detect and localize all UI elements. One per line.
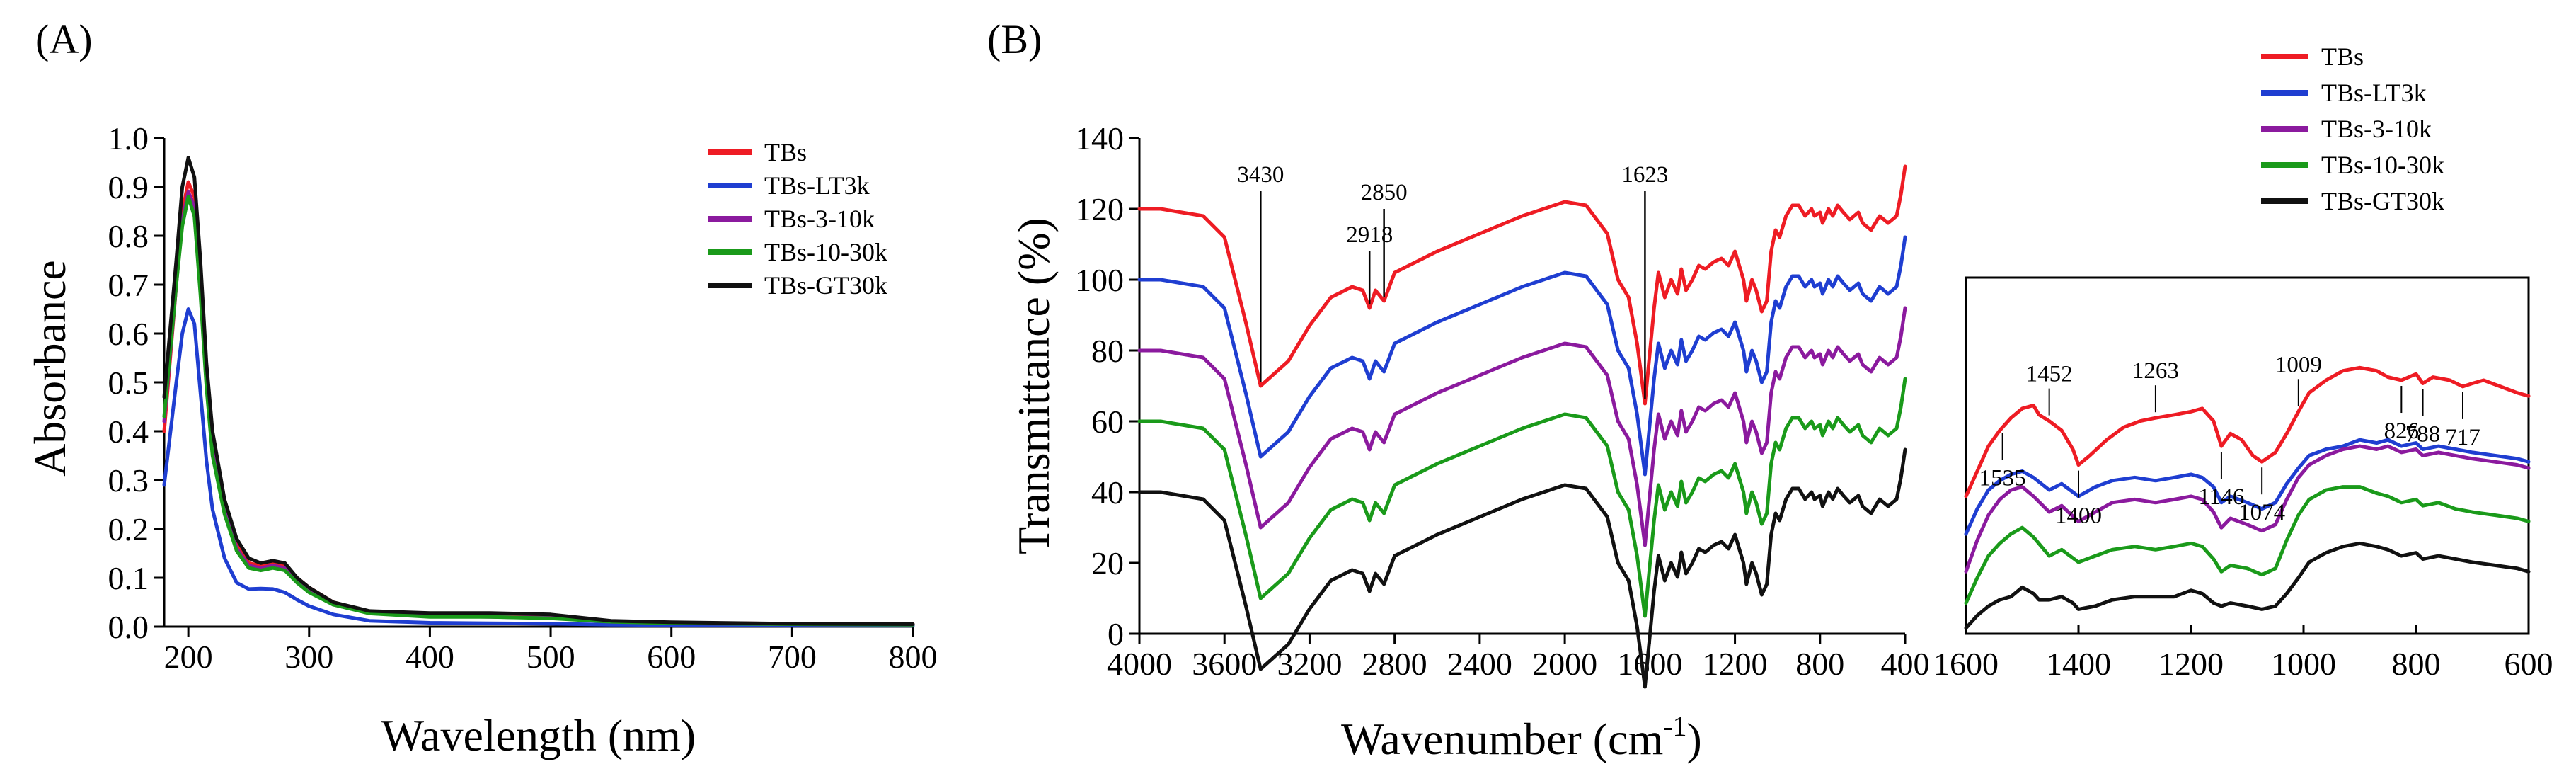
legend-a-label-3: TBs-10-30k — [764, 238, 887, 266]
b-xtick-label: 400 — [1881, 646, 1930, 682]
c-xtick-label: 1200 — [2158, 646, 2224, 682]
b-series-tbs-3-10k — [1137, 306, 1907, 547]
b-xtick-label: 3600 — [1192, 646, 1257, 682]
c-series-tbs-3-10k — [1964, 444, 2531, 574]
c-xtick-label: 1600 — [1933, 646, 1999, 682]
a-ytick-label: 0.6 — [108, 316, 149, 352]
axis-b-xlabel-sup: -1 — [1663, 710, 1686, 742]
c-annotation-label: 1400 — [2055, 503, 2102, 529]
ftir-inset-chart: 1600 1400 1200 1000 800 600 1535 1452 1400 1263 1… — [1933, 42, 2553, 682]
axis-a-xlabel: Wavelength (nm) — [381, 710, 696, 760]
legend-b-label-1: TBs-LT3k — [2321, 79, 2427, 107]
a-ytick-label: 0.0 — [108, 609, 149, 645]
legend-a-label-1: TBs-LT3k — [764, 171, 870, 200]
b-series-tbs — [1137, 164, 1907, 406]
axis-b-xlabel: Wavenumber (cm-1) — [1341, 710, 1702, 764]
a-ytick-label: 0.4 — [108, 414, 149, 450]
legend-a-label-4: TBs-GT30k — [764, 271, 887, 300]
a-ytick-label: 0.2 — [108, 511, 149, 547]
b-ytick-label: 60 — [1091, 404, 1124, 440]
a-ytick-label: 0.5 — [108, 365, 149, 401]
b-series-tbs-lt3k — [1137, 235, 1907, 477]
b-xtick-label: 3200 — [1277, 646, 1342, 682]
a-series-tbs-10-30k — [162, 195, 915, 627]
c-xtick-label: 600 — [2505, 646, 2553, 682]
b-ytick-label: 140 — [1075, 120, 1124, 156]
b-ytick-label: 20 — [1091, 545, 1124, 581]
b-xtick-label: 2400 — [1447, 646, 1512, 682]
axis-b-ylabel: Transmittance (%) — [1008, 217, 1059, 554]
b-ytick-label: 80 — [1091, 333, 1124, 369]
legend-b-label-2: TBs-3-10k — [2321, 115, 2432, 143]
b-ytick-label: 120 — [1075, 191, 1124, 227]
b-series-tbs-10-30k — [1137, 377, 1907, 618]
c-annotation-label: 788 — [2405, 421, 2441, 447]
c-series-tbs-10-30k — [1964, 485, 2531, 605]
c-annotation-label: 1263 — [2132, 358, 2179, 384]
a-xtick-label: 300 — [284, 639, 333, 675]
b-ytick-label: 100 — [1075, 262, 1124, 298]
b-xtick-label: 2000 — [1532, 646, 1597, 682]
panel-b-label: (B) — [987, 16, 1042, 62]
axis-a-ylabel: Absorbance — [25, 260, 75, 477]
legend-b: TBs TBs-LT3k TBs-3-10k TBs-10-30k TBs-GT… — [2261, 42, 2444, 215]
c-annotation-label: 1074 — [2238, 500, 2285, 525]
legend-b-label-0: TBs — [2321, 42, 2364, 71]
legend-b-label-3: TBs-10-30k — [2321, 151, 2444, 179]
a-ytick-label: 0.9 — [108, 169, 149, 205]
c-series-tbs — [1964, 365, 2531, 498]
c-annotation-label: 1146 — [2199, 484, 2245, 510]
b-ytick-label: 40 — [1091, 474, 1124, 511]
a-xtick-label: 600 — [647, 639, 696, 675]
c-xtick-label: 1000 — [2271, 646, 2336, 682]
b-xtick-label: 2800 — [1362, 646, 1427, 682]
axis-b-xlabel-main: Wavenumber (cm — [1341, 714, 1663, 764]
c-xtick-label: 1400 — [2046, 646, 2111, 682]
a-ytick-label: 0.8 — [108, 218, 149, 254]
a-xtick-label: 800 — [889, 639, 938, 675]
c-annotation-label: 826 — [2384, 418, 2420, 444]
legend-a-label-2: TBs-3-10k — [764, 205, 875, 233]
b-xtick-label: 4000 — [1107, 646, 1172, 682]
axis-b-xlabel-close: ) — [1687, 714, 1702, 764]
panel-a-label: (A) — [35, 16, 93, 62]
a-series-tbs-lt3k — [162, 307, 915, 628]
b-annotation-label: 2850 — [1361, 180, 1408, 205]
c-annotation-label: 1452 — [2026, 362, 2073, 387]
b-annotation-label: 3430 — [1237, 162, 1284, 188]
b-ytick-label: 0 — [1108, 616, 1124, 652]
a-series-tbs-gt30k — [162, 156, 915, 626]
c-xtick-label: 800 — [2392, 646, 2441, 682]
a-xtick-label: 400 — [406, 639, 454, 675]
a-xtick-label: 500 — [527, 639, 575, 675]
a-ytick-label: 1.0 — [108, 120, 149, 156]
a-ytick-label: 0.1 — [108, 560, 149, 596]
legend-a-label-0: TBs — [764, 138, 807, 166]
legend-a: TBs TBs-LT3k TBs-3-10k TBs-10-30k TBs-GT… — [708, 138, 887, 300]
legend-b-label-4: TBs-GT30k — [2321, 187, 2444, 215]
inset-frame — [1965, 276, 2530, 635]
b-annotation-label: 2918 — [1346, 222, 1393, 248]
ftir-chart: 4000 3600 3200 2800 2400 2000 1600 1200 800 40002… — [1008, 120, 1930, 764]
b-series-tbs-gt30k — [1137, 447, 1907, 689]
c-annotation-label: 1009 — [2275, 352, 2322, 377]
b-annotation-label: 1623 — [1621, 162, 1668, 188]
a-ytick-label: 0.7 — [108, 267, 149, 303]
c-annotation-label: 1535 — [1979, 465, 2026, 491]
a-xtick-label: 700 — [768, 639, 817, 675]
absorbance-chart: 200 300 400 500 600 700 800 0.0 0.1 0.2 0.3 0.4 0.5 0… — [25, 120, 938, 760]
c-series-tbs-gt30k — [1964, 541, 2531, 630]
a-ytick-label: 0.3 — [108, 462, 149, 498]
b-xtick-label: 800 — [1795, 646, 1844, 682]
a-xtick-label: 200 — [164, 639, 213, 675]
b-xtick-label: 1200 — [1703, 646, 1768, 682]
c-annotation-label: 717 — [2445, 425, 2480, 450]
c-series-tbs-lt3k — [1964, 438, 2531, 536]
